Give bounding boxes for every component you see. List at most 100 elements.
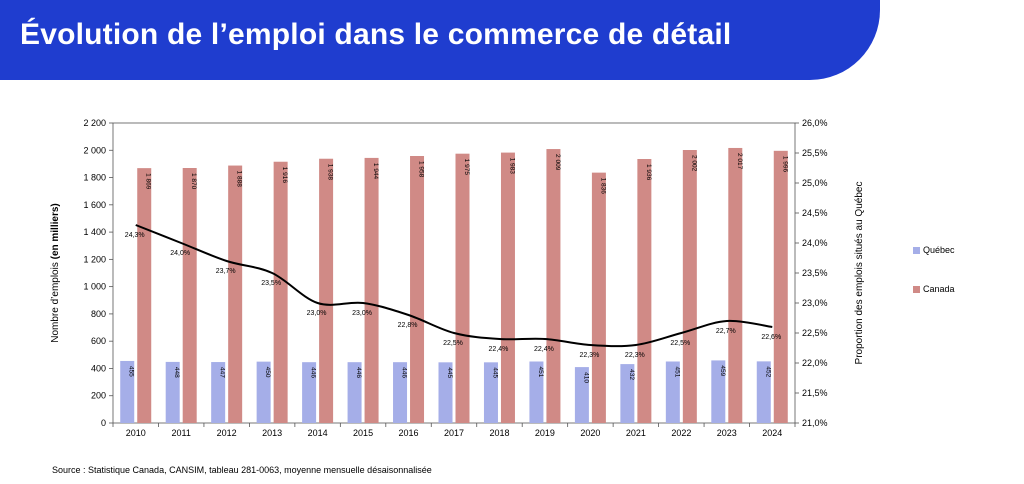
- y2-axis-title: Proportion des emplois situés au Québec: [854, 182, 865, 365]
- bar-label-canada: 1 938: [327, 164, 334, 181]
- y2-tick-label: 23,0%: [802, 298, 828, 308]
- bar-label-canada: 2 009: [554, 154, 561, 171]
- line-label: 22,4%: [534, 346, 554, 353]
- x-tick-label: 2010: [126, 428, 146, 438]
- bar-quebec: [529, 361, 544, 423]
- bar-quebec: [483, 362, 498, 423]
- chart-axes: 0 200 400 600 800 1 000 1 200 1 400 1 600 1 800 2 …: [50, 118, 865, 438]
- bar-label-quebec: 450: [264, 367, 271, 378]
- line-label: 24,3%: [125, 232, 145, 239]
- x-tick-label: 2022: [671, 428, 691, 438]
- line-label: 23,5%: [261, 280, 281, 287]
- bar-label-canada: 1 936: [645, 164, 652, 181]
- x-tick-label: 2016: [399, 428, 419, 438]
- bar-label-canada: 1 996: [781, 156, 788, 173]
- bar-label-quebec: 451: [673, 367, 680, 378]
- line-label: 22,3%: [579, 352, 599, 359]
- bar-label-canada: 1 983: [508, 158, 515, 175]
- bar-label-quebec: 452: [764, 366, 771, 377]
- bar-label-quebec: 446: [355, 367, 362, 378]
- x-tick-label: 2019: [535, 428, 555, 438]
- y-axis-title: Nombre d’emplois (en milliers): [50, 203, 61, 343]
- bar-quebec: [756, 361, 771, 423]
- bar-label-canada: 1 944: [372, 163, 379, 180]
- y2-tick-label: 25,0%: [802, 178, 828, 188]
- y2-tick-label: 26,0%: [802, 118, 828, 128]
- line-label: 22,3%: [625, 352, 645, 359]
- legend-label: Canada: [923, 284, 955, 294]
- bar-quebec: [393, 362, 408, 423]
- y-tick-label: 2 200: [83, 118, 106, 128]
- x-tick-label: 2020: [580, 428, 600, 438]
- y-tick-label: 800: [91, 309, 106, 319]
- bar-label-quebec: 459: [719, 365, 726, 376]
- bar-quebec: [620, 364, 635, 423]
- line-label: 22,4%: [489, 346, 509, 353]
- bar-label-canada: 1 958: [418, 161, 425, 178]
- chart-labels: 455 1 869 448 1 870 447 1 888 450 1 916 446 1 938…: [125, 153, 788, 383]
- bar-label-canada: 1 869: [145, 173, 152, 190]
- y2-tick-label: 21,5%: [802, 388, 828, 398]
- bar-label-canada: 1 870: [190, 173, 197, 190]
- bar-label-canada: 1 888: [236, 171, 243, 188]
- line-label: 22,7%: [716, 328, 736, 335]
- bar-label-quebec: 446: [310, 367, 317, 378]
- line-label: 22,8%: [398, 322, 418, 329]
- bar-label-canada: 1 836: [599, 178, 606, 195]
- title-banner: Évolution de l’emploi dans le commerce d…: [0, 0, 880, 80]
- bar-canada: [228, 165, 243, 423]
- line-label: 24,0%: [170, 250, 190, 257]
- y2-tick-label: 22,0%: [802, 358, 828, 368]
- y-tick-label: 200: [91, 391, 106, 401]
- y-tick-label: 600: [91, 336, 106, 346]
- bar-canada: [728, 147, 743, 424]
- bar-label-quebec: 451: [537, 367, 544, 378]
- y2-tick-label: 21,0%: [802, 418, 828, 428]
- bar-label-quebec: 455: [128, 366, 135, 377]
- x-tick-label: 2018: [489, 428, 509, 438]
- bar-label-quebec: 445: [446, 367, 453, 378]
- y-tick-label: 2 000: [83, 145, 106, 155]
- x-tick-label: 2011: [172, 428, 191, 438]
- y2-tick-label: 25,5%: [802, 148, 828, 158]
- x-tick-label: 2013: [262, 428, 282, 438]
- bar-label-canada: 2 017: [736, 153, 743, 170]
- line-label: 23,0%: [352, 310, 372, 317]
- bar-label-quebec: 446: [401, 367, 408, 378]
- x-tick-label: 2024: [762, 428, 782, 438]
- bar-canada: [591, 172, 606, 423]
- bar-canada: [182, 168, 197, 423]
- bar-quebec: [256, 361, 271, 423]
- y-tick-label: 1 200: [83, 254, 106, 264]
- bar-label-quebec: 447: [219, 367, 226, 378]
- x-tick-label: 2012: [217, 428, 237, 438]
- chart-line: [135, 224, 773, 348]
- y-tick-label: 1 000: [83, 282, 106, 292]
- bar-quebec: [165, 361, 180, 423]
- bar-label-quebec: 448: [173, 367, 180, 378]
- y2-tick-label: 24,5%: [802, 208, 828, 218]
- bar-canada: [273, 161, 288, 423]
- bar-canada: [364, 157, 379, 423]
- bar-canada: [546, 149, 561, 423]
- bar-label-quebec: 410: [582, 372, 589, 383]
- bar-canada: [773, 150, 788, 423]
- bar-label-canada: 1 975: [463, 159, 470, 176]
- x-tick-label: 2021: [626, 428, 646, 438]
- line-label: 22,5%: [443, 340, 463, 347]
- bar-label-canada: 1 916: [281, 167, 288, 184]
- bar-canada: [319, 158, 334, 423]
- line-label: 22,6%: [761, 334, 781, 341]
- bar-quebec: [438, 362, 453, 423]
- source-note: Source : Statistique Canada, CANSIM, tab…: [52, 465, 432, 475]
- chart-bars: [120, 147, 788, 424]
- bar-canada: [137, 168, 152, 423]
- x-tick-label: 2023: [717, 428, 737, 438]
- y-tick-label: 1 600: [83, 200, 106, 210]
- line-label: 23,0%: [307, 310, 327, 317]
- bar-quebec: [574, 367, 589, 423]
- bar-label-quebec: 432: [628, 369, 635, 380]
- legend-swatch: [913, 286, 920, 293]
- legend-swatch: [913, 247, 920, 254]
